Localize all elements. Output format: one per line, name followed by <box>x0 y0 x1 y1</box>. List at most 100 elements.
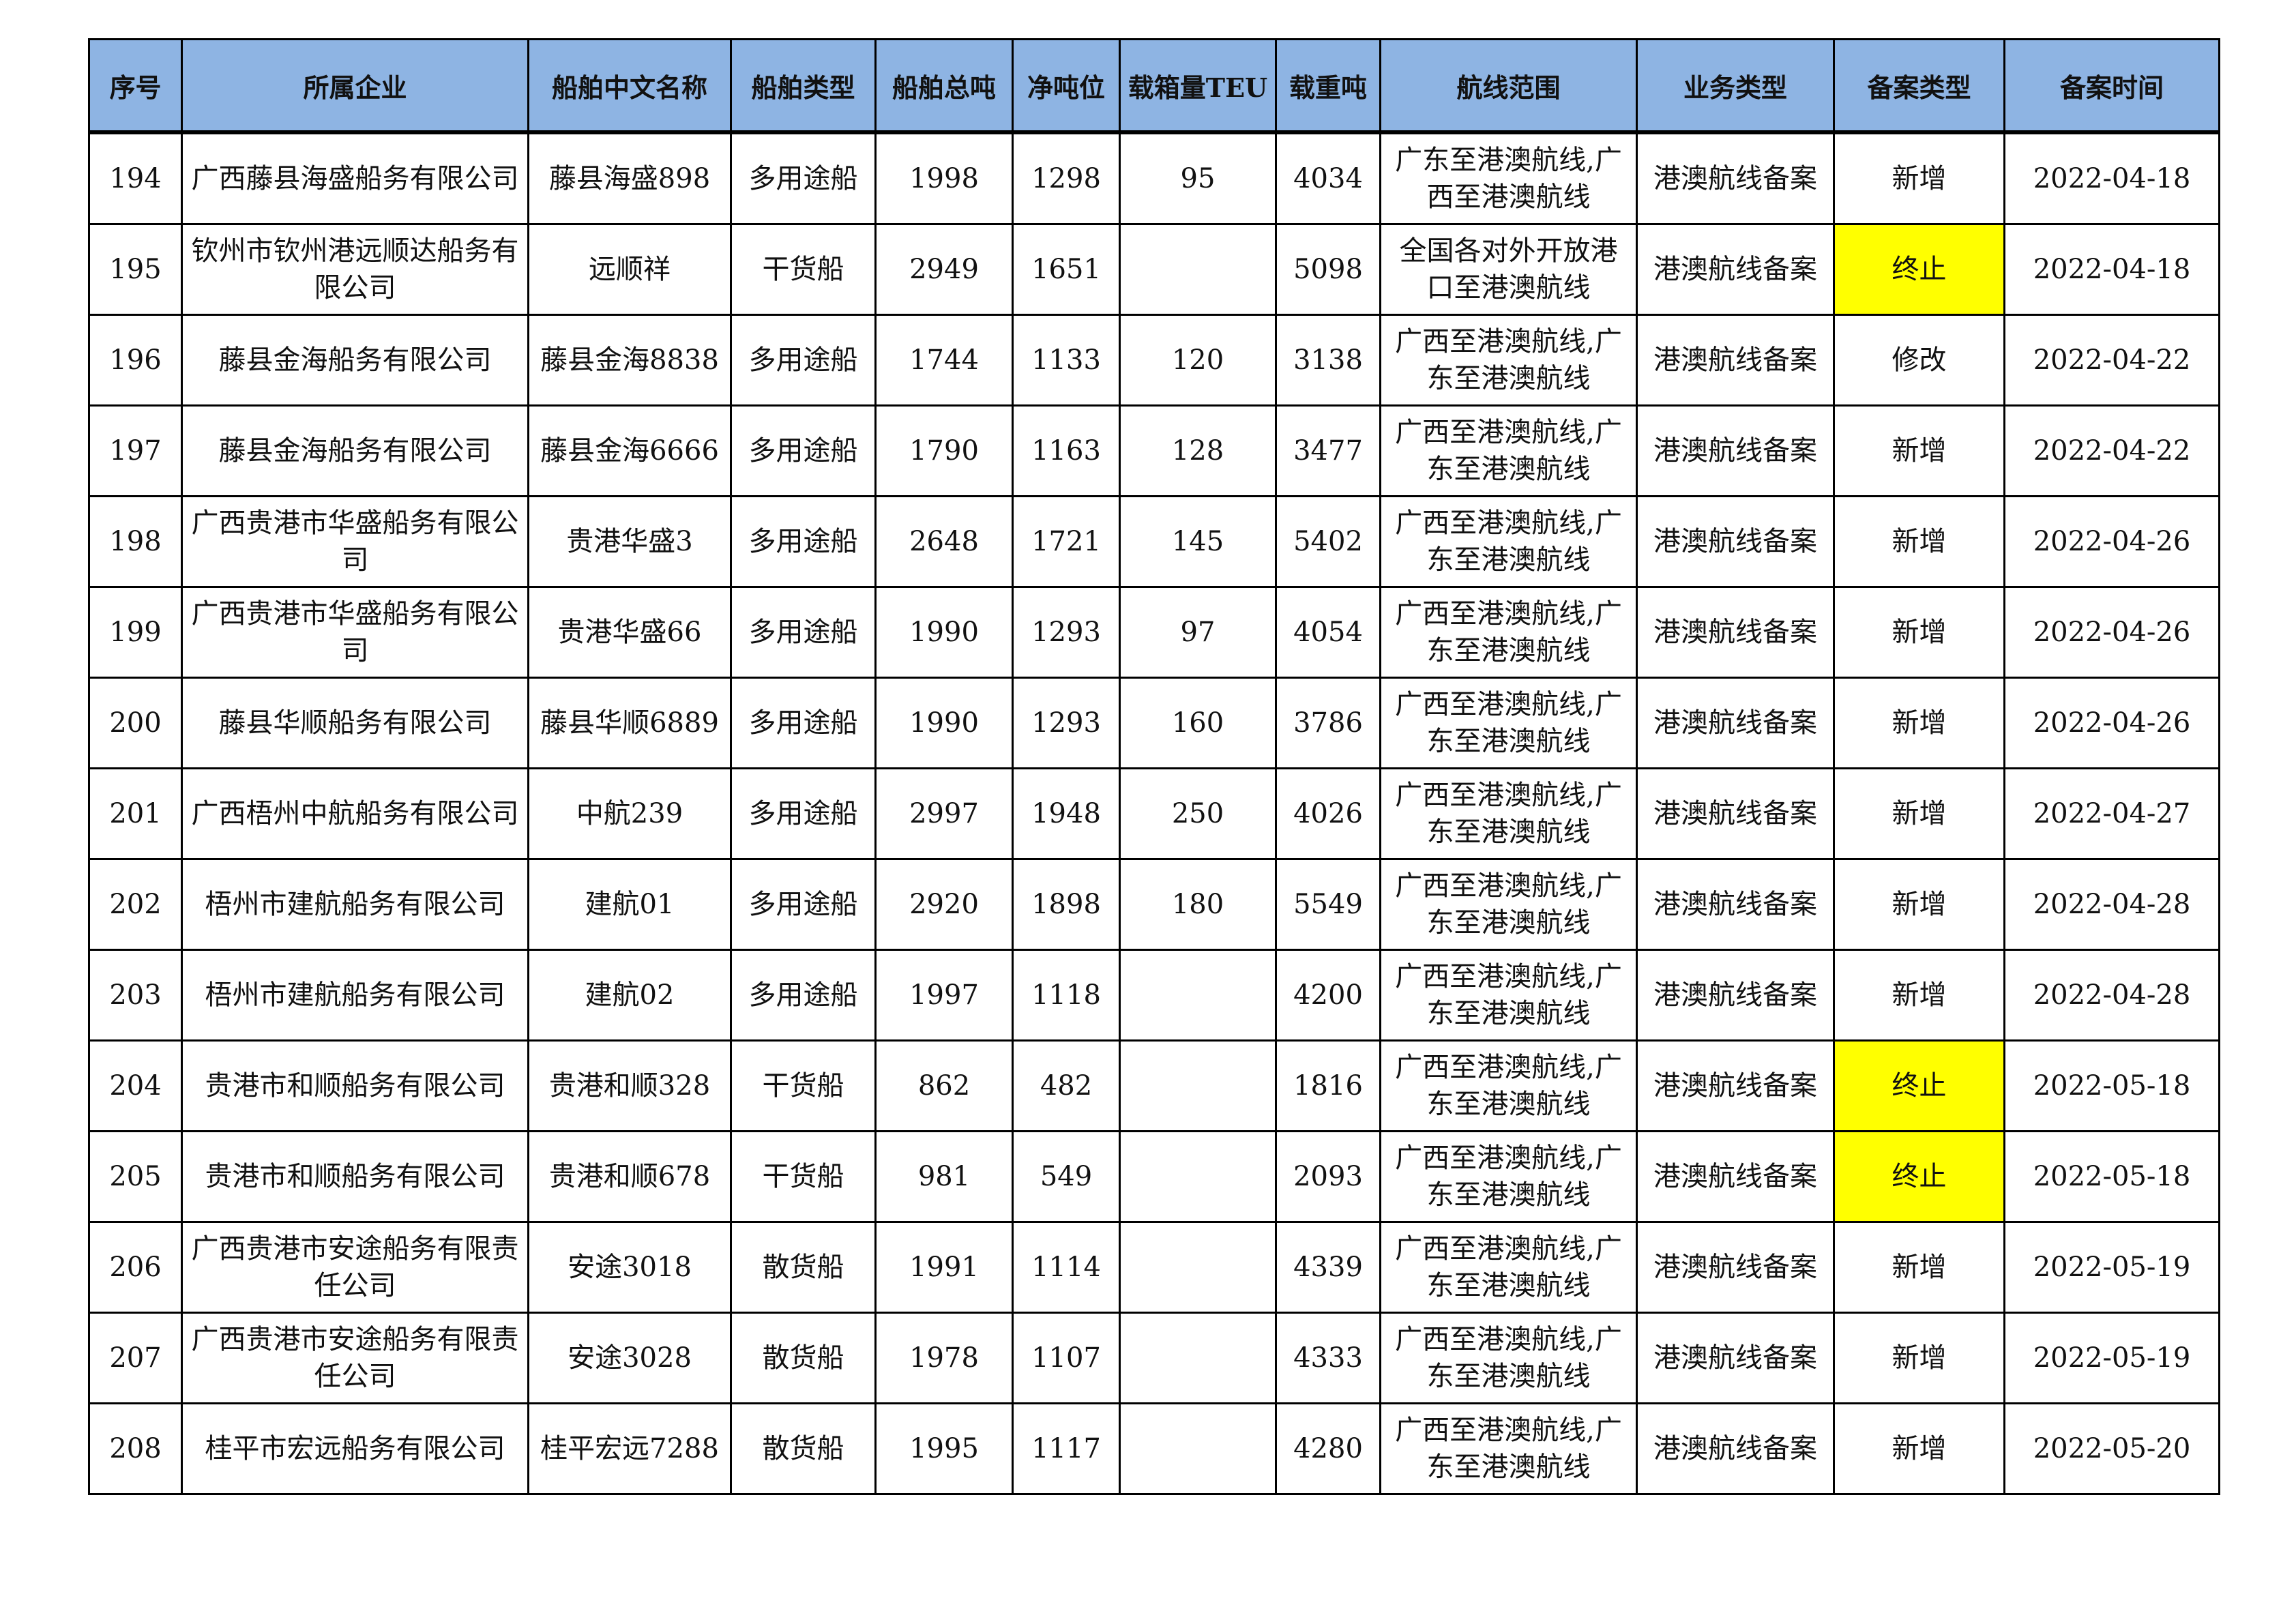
cell-deadweight: 4333 <box>1275 1312 1381 1404</box>
table-row: 199 广西贵港市华盛船务有限公司 贵港华盛66 多用途船 1990 1293 97 4054… <box>88 586 2220 679</box>
cell-gross-tonnage: 2949 <box>874 223 1014 316</box>
column-header-business-type: 业务类型 <box>1636 38 1835 134</box>
cell-gross-tonnage: 1990 <box>874 677 1014 769</box>
table-row: 200 藤县华顺船务有限公司 藤县华顺6889 多用途船 1990 1293 160 3786… <box>88 677 2220 769</box>
cell-filing-date: 2022-04-26 <box>2003 495 2220 588</box>
cell-route: 广西至港澳航线,广东至港澳航线 <box>1379 767 1638 860</box>
cell-ship-name: 藤县金海8838 <box>527 314 732 407</box>
cell-company: 广西贵港市安途船务有限责任公司 <box>181 1221 529 1314</box>
cell-route: 广西至港澳航线,广东至港澳航线 <box>1379 1039 1638 1132</box>
cell-company: 广西贵港市安途船务有限责任公司 <box>181 1312 529 1404</box>
cell-filing-date: 2022-04-18 <box>2003 130 2220 225</box>
cell-business-type: 港澳航线备案 <box>1636 677 1835 769</box>
cell-ship-name: 中航239 <box>527 767 732 860</box>
column-header-teu: 载箱量TEU <box>1119 38 1277 134</box>
cell-company: 桂平市宏远船务有限公司 <box>181 1402 529 1495</box>
cell-company: 贵港市和顺船务有限公司 <box>181 1039 529 1132</box>
cell-ship-name: 贵港和顺328 <box>527 1039 732 1132</box>
cell-company: 广西贵港市华盛船务有限公司 <box>181 586 529 679</box>
cell-company: 藤县金海船务有限公司 <box>181 404 529 497</box>
cell-filing-type: 新增 <box>1833 1221 2005 1314</box>
cell-business-type: 港澳航线备案 <box>1636 949 1835 1042</box>
cell-ship-name: 安途3028 <box>527 1312 732 1404</box>
cell-teu: 97 <box>1119 586 1277 679</box>
cell-filing-date: 2022-04-28 <box>2003 949 2220 1042</box>
cell-ship-type: 干货船 <box>730 1039 877 1132</box>
cell-deadweight: 4054 <box>1275 586 1381 679</box>
cell-gross-tonnage: 1997 <box>874 949 1014 1042</box>
cell-seq: 199 <box>88 586 183 679</box>
cell-gross-tonnage: 1744 <box>874 314 1014 407</box>
cell-business-type: 港澳航线备案 <box>1636 858 1835 951</box>
table-row: 198 广西贵港市华盛船务有限公司 贵港华盛3 多用途船 2648 1721 145 5402… <box>88 495 2220 588</box>
cell-business-type: 港澳航线备案 <box>1636 1221 1835 1314</box>
cell-teu: 95 <box>1119 130 1277 225</box>
cell-ship-type: 多用途船 <box>730 767 877 860</box>
cell-ship-type: 干货船 <box>730 223 877 316</box>
cell-ship-name: 贵港华盛66 <box>527 586 732 679</box>
cell-gross-tonnage: 1998 <box>874 130 1014 225</box>
cell-seq: 202 <box>88 858 183 951</box>
cell-teu <box>1119 1312 1277 1404</box>
cell-net-tonnage: 1721 <box>1012 495 1121 588</box>
cell-ship-name: 藤县华顺6889 <box>527 677 732 769</box>
cell-seq: 197 <box>88 404 183 497</box>
table-row: 206 广西贵港市安途船务有限责任公司 安途3018 散货船 1991 1114 4339 广… <box>88 1221 2220 1314</box>
cell-filing-type: 新增 <box>1833 404 2005 497</box>
cell-filing-date: 2022-05-18 <box>2003 1130 2220 1223</box>
cell-deadweight: 4280 <box>1275 1402 1381 1495</box>
cell-filing-date: 2022-04-27 <box>2003 767 2220 860</box>
table-row: 194 广西藤县海盛船务有限公司 藤县海盛898 多用途船 1998 1298 95 4034… <box>88 130 2220 225</box>
cell-ship-name: 安途3018 <box>527 1221 732 1314</box>
column-header-filing-type: 备案类型 <box>1833 38 2005 134</box>
cell-gross-tonnage: 981 <box>874 1130 1014 1223</box>
cell-business-type: 港澳航线备案 <box>1636 586 1835 679</box>
cell-gross-tonnage: 2648 <box>874 495 1014 588</box>
cell-seq: 204 <box>88 1039 183 1132</box>
cell-ship-type: 多用途船 <box>730 495 877 588</box>
table-row: 197 藤县金海船务有限公司 藤县金海6666 多用途船 1790 1163 128 3477… <box>88 404 2220 497</box>
cell-company: 藤县华顺船务有限公司 <box>181 677 529 769</box>
cell-teu <box>1119 949 1277 1042</box>
cell-teu: 145 <box>1119 495 1277 588</box>
cell-deadweight: 4034 <box>1275 130 1381 225</box>
cell-deadweight: 4200 <box>1275 949 1381 1042</box>
cell-ship-type: 干货船 <box>730 1130 877 1223</box>
cell-seq: 205 <box>88 1130 183 1223</box>
cell-net-tonnage: 1118 <box>1012 949 1121 1042</box>
table-row: 195 钦州市钦州港远顺达船务有限公司 远顺祥 干货船 2949 1651 5098 全国各对… <box>88 223 2220 316</box>
cell-route: 广西至港澳航线,广东至港澳航线 <box>1379 677 1638 769</box>
cell-net-tonnage: 549 <box>1012 1130 1121 1223</box>
cell-deadweight: 1816 <box>1275 1039 1381 1132</box>
cell-business-type: 港澳航线备案 <box>1636 223 1835 316</box>
cell-business-type: 港澳航线备案 <box>1636 495 1835 588</box>
cell-route: 广西至港澳航线,广东至港澳航线 <box>1379 1402 1638 1495</box>
cell-seq: 200 <box>88 677 183 769</box>
cell-business-type: 港澳航线备案 <box>1636 1402 1835 1495</box>
cell-gross-tonnage: 862 <box>874 1039 1014 1132</box>
cell-deadweight: 4026 <box>1275 767 1381 860</box>
table-header-row: 序号 所属企业 船舶中文名称 船舶类型 船舶总吨 净吨位 载箱量TEU 载重吨 航线范围 业务类型… <box>88 38 2220 134</box>
cell-filing-type: 新增 <box>1833 1402 2005 1495</box>
cell-net-tonnage: 1117 <box>1012 1402 1121 1495</box>
cell-ship-name: 贵港和顺678 <box>527 1130 732 1223</box>
column-header-ship-name: 船舶中文名称 <box>527 38 732 134</box>
table-row: 205 贵港市和顺船务有限公司 贵港和顺678 干货船 981 549 2093 广西至港澳航… <box>88 1130 2220 1223</box>
cell-filing-date: 2022-05-19 <box>2003 1312 2220 1404</box>
cell-filing-type: 新增 <box>1833 767 2005 860</box>
cell-route: 广西至港澳航线,广东至港澳航线 <box>1379 1130 1638 1223</box>
cell-filing-type: 终止 <box>1833 1130 2005 1223</box>
cell-filing-type: 新增 <box>1833 495 2005 588</box>
cell-filing-type: 新增 <box>1833 130 2005 225</box>
cell-filing-date: 2022-04-26 <box>2003 677 2220 769</box>
cell-company: 广西藤县海盛船务有限公司 <box>181 130 529 225</box>
cell-deadweight: 3477 <box>1275 404 1381 497</box>
cell-filing-type: 新增 <box>1833 858 2005 951</box>
cell-filing-type: 新增 <box>1833 677 2005 769</box>
cell-seq: 194 <box>88 130 183 225</box>
cell-business-type: 港澳航线备案 <box>1636 130 1835 225</box>
cell-gross-tonnage: 2920 <box>874 858 1014 951</box>
cell-company: 广西贵港市华盛船务有限公司 <box>181 495 529 588</box>
cell-ship-type: 散货船 <box>730 1221 877 1314</box>
column-header-ship-type: 船舶类型 <box>730 38 877 134</box>
